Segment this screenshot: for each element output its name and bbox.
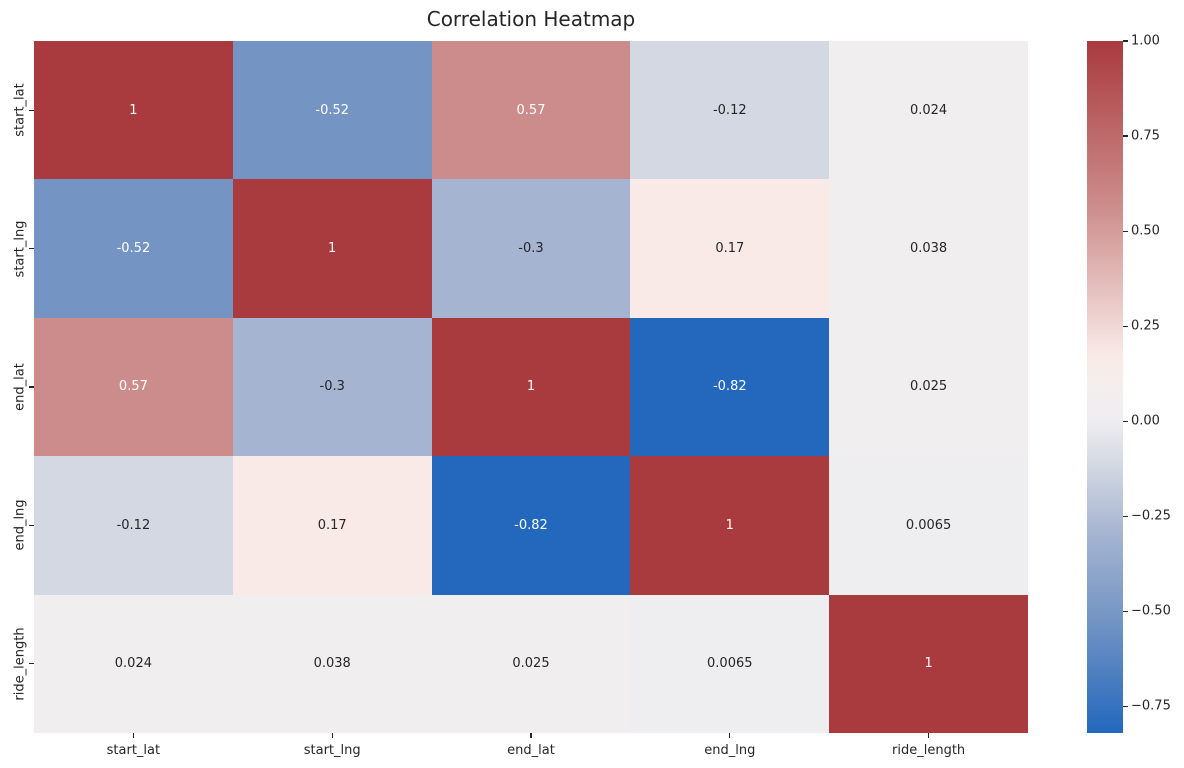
cell-value: 0.17 [715, 241, 745, 257]
heatmap-cell: 0.038 [232, 594, 432, 733]
x-tick-label: start_lat [106, 743, 161, 758]
cell-value: 0.025 [909, 379, 948, 395]
heatmap-cell: -0.3 [431, 179, 631, 318]
colorbar-tick-label: −0.25 [1131, 508, 1171, 524]
heatmap-cell: 1 [431, 317, 631, 457]
cell-value: 0.025 [512, 656, 550, 672]
colorbar-tick-label: 0.75 [1131, 128, 1160, 144]
cell-value: -0.3 [319, 379, 345, 395]
heatmap-cell: 0.57 [34, 317, 233, 457]
heatmap-cell: -0.12 [34, 456, 233, 595]
cell-value: 0.038 [313, 656, 351, 672]
colorbar-tick-mark [1123, 610, 1128, 612]
heatmap-cell: 0.025 [431, 594, 631, 733]
heatmap-grid: 1 -0.52 0.57 -0.12 0.024 -0.52 1 -0.3 0.17 0.038 0… [34, 41, 1028, 733]
cell-value: -0.82 [712, 379, 747, 395]
cell-value: -0.82 [514, 517, 548, 533]
cell-value: 0.024 [114, 656, 152, 672]
colorbar-tick-mark [1123, 420, 1128, 422]
colorbar-tick-mark [1123, 325, 1128, 327]
colorbar-tick-label: −0.75 [1131, 698, 1171, 714]
x-tick-mark [331, 733, 333, 738]
heatmap-cell: -0.3 [232, 317, 432, 457]
heatmap-cell: 0.024 [829, 41, 1028, 180]
cell-value: 0.038 [909, 241, 948, 257]
colorbar-tick-mark [1123, 705, 1128, 707]
heatmap-cell: 0.038 [829, 179, 1028, 318]
heatmap-cell: 0.024 [34, 594, 233, 733]
colorbar-tick-label: −0.50 [1131, 603, 1171, 619]
cell-value: 0.57 [118, 379, 148, 395]
heatmap-cell: 1 [630, 456, 830, 595]
heatmap-cell: 0.025 [829, 317, 1028, 457]
x-tick-label: end_lat [507, 743, 555, 758]
x-tick-mark [729, 733, 731, 738]
colorbar-tick-label: 0.00 [1131, 413, 1160, 429]
y-tick-label: start_lng [12, 220, 28, 278]
colorbar-tick-mark [1123, 230, 1128, 232]
heatmap-cell: 1 [232, 179, 432, 318]
cell-value: 0.57 [516, 102, 546, 118]
cell-value: 0.0065 [707, 656, 753, 672]
heatmap-cell: -0.12 [630, 41, 830, 180]
heatmap-cell: 0.0065 [630, 594, 830, 733]
cell-value: -0.52 [315, 102, 350, 118]
cell-value: 1 [129, 102, 138, 118]
chart-title: Correlation Heatmap [426, 7, 636, 31]
x-tick-label: ride_length [892, 743, 966, 758]
x-tick-mark [132, 733, 134, 738]
x-tick-mark [928, 733, 930, 738]
cell-value: -0.12 [116, 517, 151, 533]
cell-value: 0.024 [909, 102, 948, 118]
heatmap-cell: 0.0065 [829, 456, 1028, 595]
cell-value: 0.0065 [905, 517, 952, 533]
colorbar-tick-label: 1.00 [1131, 33, 1160, 49]
x-tick-mark [530, 733, 532, 738]
colorbar [1087, 41, 1123, 733]
x-tick-label: start_lng [303, 743, 361, 758]
cell-value: 1 [725, 517, 734, 533]
heatmap-cell: -0.52 [34, 179, 233, 318]
y-tick-mark [29, 109, 34, 111]
colorbar-tick-mark [1123, 135, 1128, 137]
cell-value: 1 [328, 241, 337, 257]
cell-value: -0.3 [518, 241, 544, 257]
colorbar-tick-mark [1123, 515, 1128, 517]
cell-value: 0.17 [317, 517, 347, 533]
y-tick-label: ride_length [12, 627, 28, 701]
colorbar-tick-mark [1123, 40, 1128, 42]
heatmap-cell: -0.82 [630, 317, 830, 457]
y-tick-mark [29, 663, 34, 665]
y-tick-label: start_lat [12, 83, 28, 137]
heatmap-cell: 1 [829, 594, 1028, 733]
heatmap-cell: 0.57 [431, 41, 631, 180]
y-tick-mark [29, 524, 34, 526]
colorbar-tick-label: 0.50 [1131, 223, 1160, 239]
heatmap-cell: -0.82 [431, 456, 631, 595]
colorbar-tick-label: 0.25 [1131, 318, 1160, 334]
heatmap-cell: 1 [34, 41, 233, 180]
cell-value: 1 [526, 379, 536, 395]
y-tick-mark [29, 248, 34, 250]
heatmap-cell: 0.17 [232, 456, 432, 595]
x-tick-label: end_lng [704, 743, 756, 758]
heatmap-cell: 0.17 [630, 179, 830, 318]
cell-value: 1 [924, 656, 933, 672]
y-tick-mark [29, 386, 34, 388]
heatmap-cell: -0.52 [232, 41, 432, 180]
cell-value: -0.52 [116, 241, 151, 257]
y-tick-label: end_lat [12, 363, 28, 411]
y-tick-label: end_lng [12, 499, 28, 551]
cell-value: -0.12 [712, 102, 747, 118]
